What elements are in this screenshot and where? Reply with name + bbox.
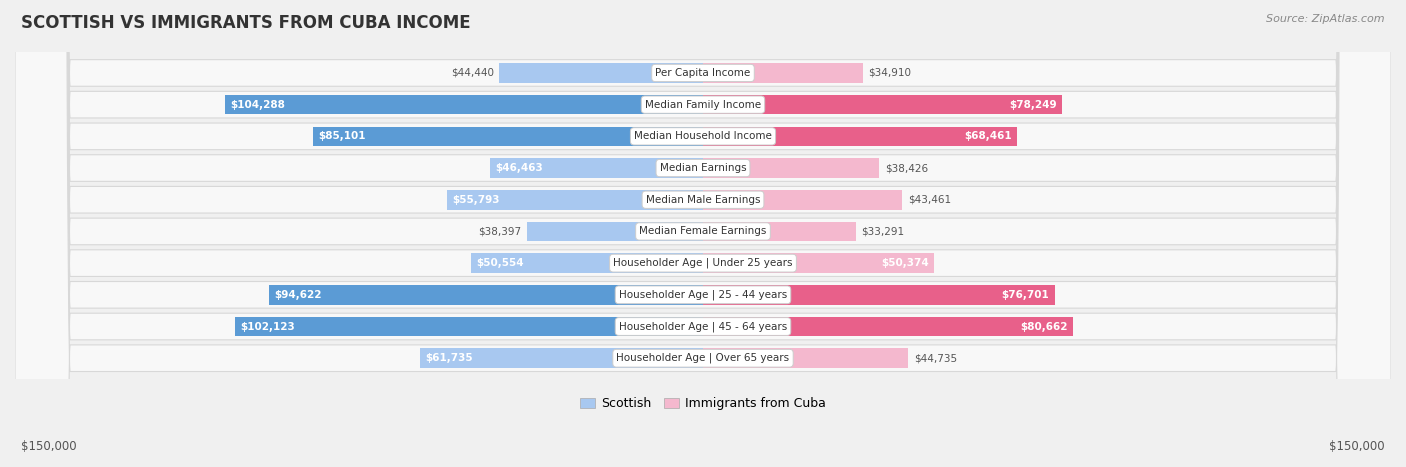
Text: $80,662: $80,662 xyxy=(1019,321,1067,332)
Text: Householder Age | Under 25 years: Householder Age | Under 25 years xyxy=(613,258,793,269)
FancyBboxPatch shape xyxy=(15,0,1391,467)
Text: Householder Age | 45 - 64 years: Householder Age | 45 - 64 years xyxy=(619,321,787,332)
FancyBboxPatch shape xyxy=(15,0,1391,467)
Text: $150,000: $150,000 xyxy=(21,440,77,453)
Text: $78,249: $78,249 xyxy=(1008,99,1056,110)
Text: $38,426: $38,426 xyxy=(884,163,928,173)
FancyBboxPatch shape xyxy=(703,348,908,368)
FancyBboxPatch shape xyxy=(703,222,856,241)
FancyBboxPatch shape xyxy=(703,158,879,178)
Text: $44,735: $44,735 xyxy=(914,353,957,363)
FancyBboxPatch shape xyxy=(269,285,703,304)
FancyBboxPatch shape xyxy=(471,253,703,273)
FancyBboxPatch shape xyxy=(15,0,1391,467)
Text: $34,910: $34,910 xyxy=(869,68,911,78)
Text: Householder Age | 25 - 44 years: Householder Age | 25 - 44 years xyxy=(619,290,787,300)
FancyBboxPatch shape xyxy=(489,158,703,178)
FancyBboxPatch shape xyxy=(703,317,1073,336)
Text: $102,123: $102,123 xyxy=(240,321,295,332)
Legend: Scottish, Immigrants from Cuba: Scottish, Immigrants from Cuba xyxy=(575,392,831,415)
Text: Householder Age | Over 65 years: Householder Age | Over 65 years xyxy=(616,353,790,363)
FancyBboxPatch shape xyxy=(703,253,934,273)
Text: $46,463: $46,463 xyxy=(495,163,543,173)
Text: $44,440: $44,440 xyxy=(451,68,494,78)
FancyBboxPatch shape xyxy=(15,0,1391,467)
Text: $104,288: $104,288 xyxy=(231,99,285,110)
Text: $94,622: $94,622 xyxy=(274,290,322,300)
FancyBboxPatch shape xyxy=(499,63,703,83)
FancyBboxPatch shape xyxy=(15,0,1391,467)
Text: $43,461: $43,461 xyxy=(908,195,950,205)
Text: $50,554: $50,554 xyxy=(477,258,524,268)
FancyBboxPatch shape xyxy=(15,0,1391,467)
Text: $61,735: $61,735 xyxy=(426,353,472,363)
Text: $150,000: $150,000 xyxy=(1329,440,1385,453)
FancyBboxPatch shape xyxy=(15,0,1391,467)
FancyBboxPatch shape xyxy=(15,0,1391,467)
Text: Median Female Earnings: Median Female Earnings xyxy=(640,226,766,236)
FancyBboxPatch shape xyxy=(703,63,863,83)
FancyBboxPatch shape xyxy=(703,127,1017,146)
FancyBboxPatch shape xyxy=(235,317,703,336)
FancyBboxPatch shape xyxy=(420,348,703,368)
Text: $38,397: $38,397 xyxy=(478,226,522,236)
FancyBboxPatch shape xyxy=(447,190,703,210)
Text: Source: ZipAtlas.com: Source: ZipAtlas.com xyxy=(1267,14,1385,24)
Text: Per Capita Income: Per Capita Income xyxy=(655,68,751,78)
Text: $68,461: $68,461 xyxy=(965,131,1011,142)
FancyBboxPatch shape xyxy=(703,95,1062,114)
Text: Median Male Earnings: Median Male Earnings xyxy=(645,195,761,205)
Text: Median Earnings: Median Earnings xyxy=(659,163,747,173)
FancyBboxPatch shape xyxy=(225,95,703,114)
Text: $50,374: $50,374 xyxy=(880,258,928,268)
FancyBboxPatch shape xyxy=(703,190,903,210)
Text: $33,291: $33,291 xyxy=(862,226,904,236)
Text: Median Household Income: Median Household Income xyxy=(634,131,772,142)
Text: $76,701: $76,701 xyxy=(1001,290,1049,300)
FancyBboxPatch shape xyxy=(15,0,1391,467)
FancyBboxPatch shape xyxy=(312,127,703,146)
Text: $85,101: $85,101 xyxy=(318,131,366,142)
FancyBboxPatch shape xyxy=(15,0,1391,467)
Text: Median Family Income: Median Family Income xyxy=(645,99,761,110)
FancyBboxPatch shape xyxy=(703,285,1054,304)
Text: SCOTTISH VS IMMIGRANTS FROM CUBA INCOME: SCOTTISH VS IMMIGRANTS FROM CUBA INCOME xyxy=(21,14,471,32)
FancyBboxPatch shape xyxy=(527,222,703,241)
Text: $55,793: $55,793 xyxy=(453,195,501,205)
